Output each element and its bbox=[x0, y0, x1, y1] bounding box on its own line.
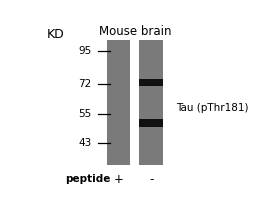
Text: peptide: peptide bbox=[65, 174, 110, 184]
Bar bbox=[139, 40, 163, 165]
Text: +: + bbox=[113, 173, 123, 186]
Text: 55: 55 bbox=[78, 109, 92, 119]
Text: 95: 95 bbox=[78, 46, 92, 56]
Text: 43: 43 bbox=[78, 138, 92, 149]
Text: KD: KD bbox=[47, 28, 65, 41]
Bar bbox=[107, 40, 130, 165]
Text: -: - bbox=[149, 173, 153, 186]
Text: Mouse brain: Mouse brain bbox=[99, 25, 171, 38]
Text: 72: 72 bbox=[78, 79, 92, 89]
Text: Tau (pThr181): Tau (pThr181) bbox=[176, 103, 248, 113]
Bar bbox=[139, 79, 163, 86]
Bar bbox=[139, 119, 163, 127]
